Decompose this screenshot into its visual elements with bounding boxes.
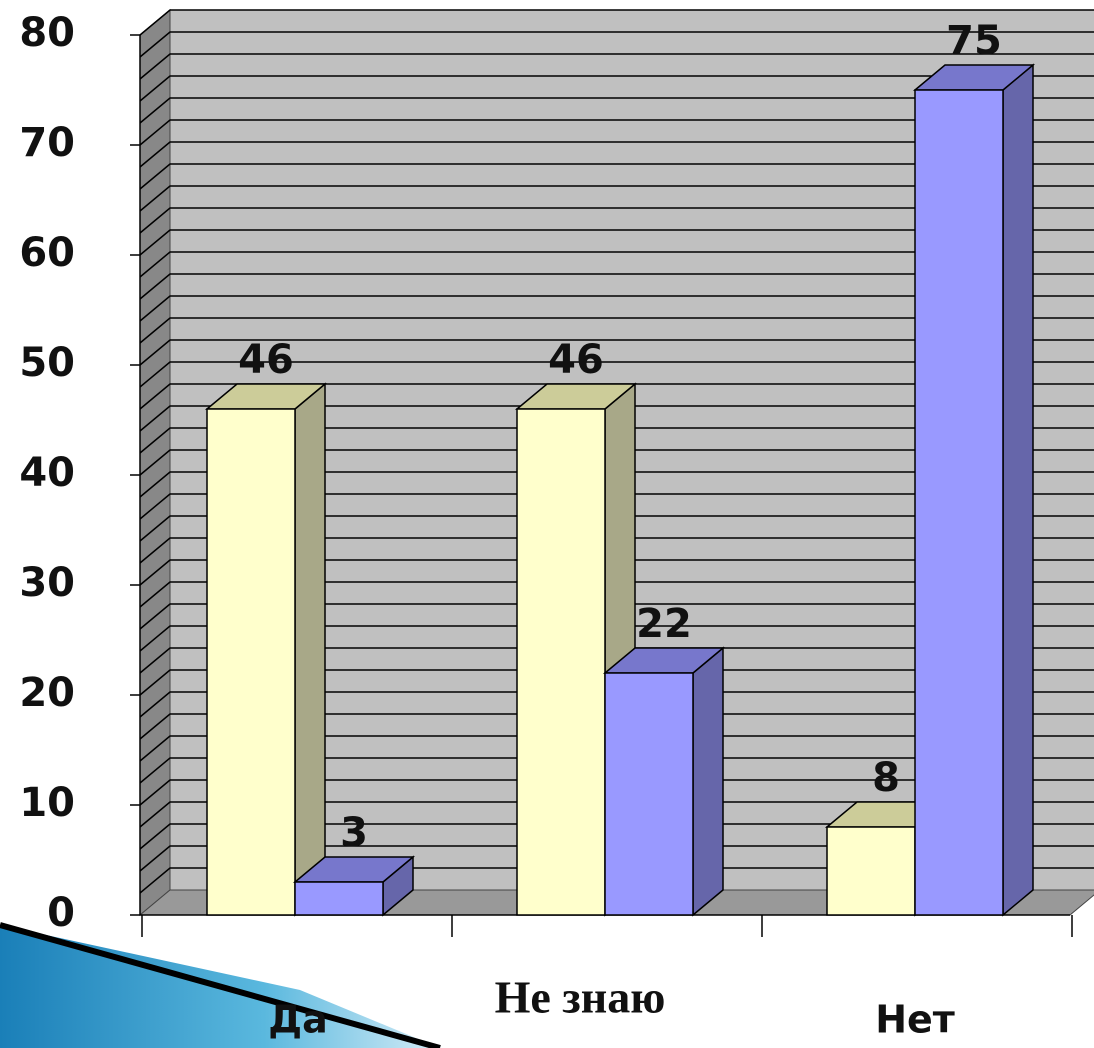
grid-line — [139, 581, 1094, 608]
grid-line — [139, 515, 1094, 542]
grid-line — [139, 427, 1094, 454]
value-label: 75 — [946, 18, 1002, 64]
y-tick-label: 60 — [19, 230, 75, 276]
grid-line — [139, 207, 1094, 234]
grid-line — [139, 119, 1094, 146]
bar-side — [294, 382, 326, 917]
grid-line — [139, 647, 1094, 674]
grid-line — [139, 801, 1094, 828]
value-label: 8 — [872, 755, 900, 801]
grid-line — [139, 713, 1094, 740]
grid-line — [139, 31, 1094, 58]
x-tick-label: Да — [268, 998, 328, 1042]
y-tick-label: 20 — [19, 670, 75, 716]
grid-line — [139, 317, 1094, 344]
bar-side — [1002, 63, 1034, 917]
bar-side — [692, 646, 724, 917]
grid-line — [139, 383, 1094, 410]
grid-line — [139, 185, 1094, 212]
y-tick-label: 40 — [19, 450, 75, 496]
grid-line — [139, 53, 1094, 80]
y-tick-label: 50 — [19, 340, 75, 386]
grid-line — [139, 163, 1094, 190]
y-tick-label: 0 — [47, 890, 75, 936]
grid-line — [139, 449, 1094, 476]
grid-line — [139, 97, 1094, 124]
grid-line — [139, 735, 1094, 762]
grid-line — [139, 779, 1094, 806]
grid-line — [139, 405, 1094, 432]
grid-line — [139, 603, 1094, 630]
value-label: 22 — [636, 601, 692, 647]
decor-arrow-edge — [0, 922, 441, 1048]
y-tick-label: 80 — [19, 10, 75, 56]
grid-line — [139, 867, 1094, 894]
grid-line — [139, 339, 1094, 366]
grid-line — [139, 229, 1094, 256]
grid-line — [139, 493, 1094, 520]
grid-line — [139, 625, 1094, 652]
value-label: 46 — [238, 337, 294, 383]
bar — [914, 89, 1004, 916]
grid-line — [139, 757, 1094, 784]
y-tick-label: 10 — [19, 780, 75, 826]
bar — [516, 408, 606, 916]
grid-line — [139, 9, 1094, 36]
grid-line — [139, 361, 1094, 388]
value-label: 3 — [340, 810, 368, 856]
bar — [604, 672, 694, 916]
grid-line — [139, 537, 1094, 564]
grid-line — [139, 141, 1094, 168]
value-label: 46 — [548, 337, 604, 383]
grid-line — [139, 471, 1094, 498]
x-tick-label: Нет — [875, 998, 955, 1042]
grid-line — [139, 669, 1094, 696]
bar — [294, 881, 384, 916]
bar — [826, 826, 916, 916]
grid-line — [139, 75, 1094, 102]
grid-line — [139, 845, 1094, 872]
y-tick-label: 30 — [19, 560, 75, 606]
bar — [206, 408, 296, 916]
grid-line — [139, 691, 1094, 718]
grid-line — [139, 295, 1094, 322]
grid-line — [139, 273, 1094, 300]
x-tick-label: Не знаю — [495, 972, 666, 1023]
grid-line — [139, 823, 1094, 850]
grid-line — [139, 559, 1094, 586]
grid-line — [139, 251, 1094, 278]
y-tick-label: 70 — [19, 120, 75, 166]
